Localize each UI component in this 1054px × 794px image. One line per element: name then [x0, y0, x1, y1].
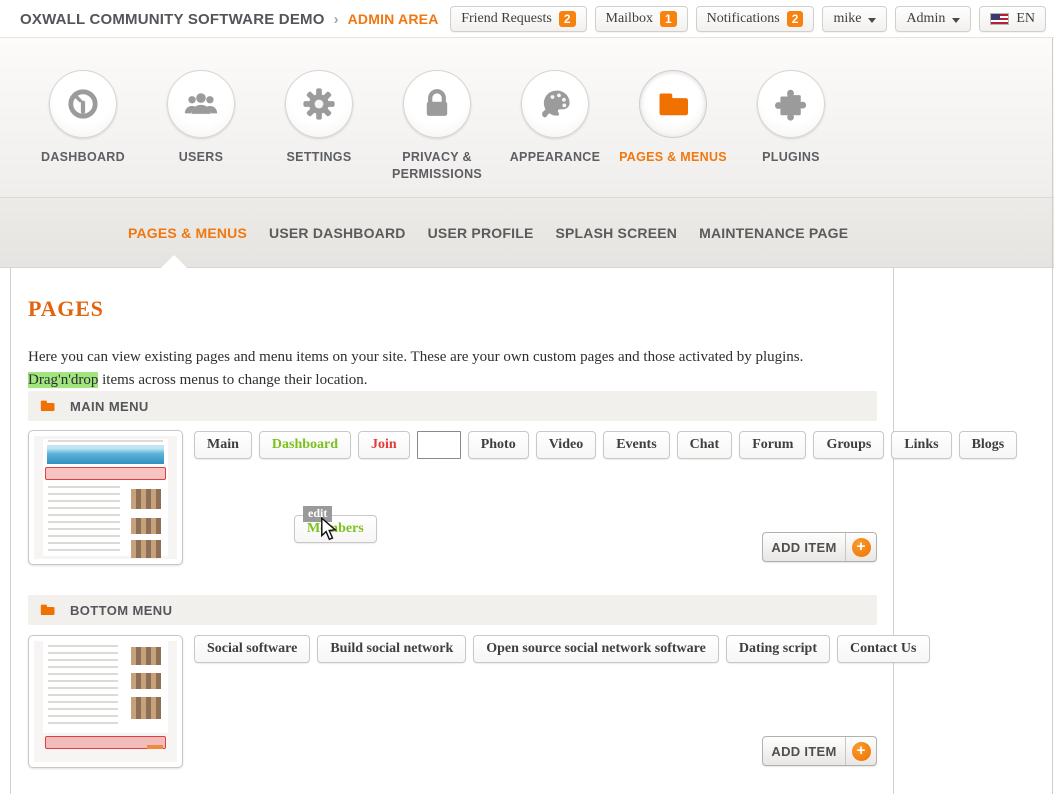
language-label: EN	[1016, 11, 1035, 26]
main-menu-section-header: MAIN MENU	[28, 391, 877, 421]
mouse-cursor-icon	[321, 517, 337, 541]
menu-item-build-social-network[interactable]: Build social network	[317, 635, 467, 663]
active-tab-caret	[161, 255, 187, 268]
menu-item-dating-script[interactable]: Dating script	[725, 635, 830, 663]
menu-item-groups[interactable]: Groups	[813, 431, 885, 459]
breadcrumb: OXWALL COMMUNITY SOFTWARE DEMO › ADMIN A…	[20, 0, 439, 38]
main-menu-items-row: Main Dashboard Join Photo Video Events C…	[194, 431, 1018, 459]
nav-item-plugins[interactable]: PLUGINS	[732, 70, 850, 183]
edit-tag[interactable]: edit	[303, 506, 333, 522]
section-title: BOTTOM MENU	[70, 602, 173, 618]
top-header-bar: OXWALL COMMUNITY SOFTWARE DEMO › ADMIN A…	[0, 0, 1054, 38]
gear-icon	[285, 70, 353, 138]
user-menu-button[interactable]: mike	[822, 6, 888, 32]
tab-splash-screen[interactable]: SPLASH SCREEN	[555, 225, 678, 241]
breadcrumb-chevron-icon: ›	[333, 10, 339, 28]
nav-item-users[interactable]: USERS	[142, 70, 260, 183]
nav-item-dashboard[interactable]: DASHBOARD	[24, 70, 142, 183]
admin-area-link[interactable]: ADMIN AREA	[347, 11, 439, 27]
tab-user-dashboard[interactable]: USER DASHBOARD	[269, 225, 406, 241]
friend-requests-badge: 2	[558, 11, 576, 27]
mailbox-label: Mailbox	[605, 11, 653, 26]
language-button[interactable]: EN	[979, 6, 1046, 32]
content-left-border	[10, 268, 11, 794]
menu-item-dashboard[interactable]: Dashboard	[258, 431, 352, 459]
notifications-badge: 2	[786, 11, 804, 27]
main-menu-preview-thumbnail	[28, 430, 183, 565]
chevron-down-icon	[868, 17, 877, 23]
palette-icon	[521, 70, 589, 138]
mailbox-badge: 1	[659, 11, 677, 27]
users-icon	[167, 70, 235, 138]
highlighted-menu-area	[45, 467, 166, 480]
menu-item-blogs[interactable]: Blogs	[958, 431, 1018, 459]
notifications-label: Notifications	[706, 11, 780, 26]
bottom-menu-items-row: Social software Build social network Ope…	[194, 635, 930, 663]
gauge-icon	[49, 70, 117, 138]
menu-item-join[interactable]: Join	[358, 431, 410, 459]
mailbox-button[interactable]: Mailbox 1	[594, 6, 688, 32]
bottom-menu-preview-thumbnail	[28, 635, 183, 768]
friend-requests-button[interactable]: Friend Requests 2	[450, 6, 587, 32]
admin-menu-label: Admin	[906, 11, 946, 26]
content-panel: PAGES Here you can view existing pages a…	[0, 268, 1054, 794]
highlighted-menu-area	[45, 736, 166, 749]
puzzle-icon	[757, 70, 825, 138]
console-toolbar: Friend Requests 2 Mailbox 1 Notification…	[450, 6, 1046, 32]
notifications-button[interactable]: Notifications 2	[695, 6, 815, 32]
nav-item-settings[interactable]: SETTINGS	[260, 70, 378, 183]
menu-item-open-source[interactable]: Open source social network software	[473, 635, 719, 663]
folder-icon	[40, 604, 55, 616]
nav-item-privacy[interactable]: PRIVACY & PERMISSIONS	[378, 70, 496, 183]
menu-item-chat[interactable]: Chat	[676, 431, 733, 459]
tab-maintenance-page[interactable]: MAINTENANCE PAGE	[699, 225, 849, 241]
menu-item-video[interactable]: Video	[535, 431, 597, 459]
plus-icon: +	[851, 741, 871, 761]
folder-icon	[639, 70, 707, 138]
nav-item-appearance[interactable]: APPEARANCE	[496, 70, 614, 183]
drag-placeholder-slot[interactable]	[416, 431, 461, 459]
menu-item-photo[interactable]: Photo	[467, 431, 529, 459]
page-title: PAGES	[28, 296, 104, 321]
tab-pages-menus[interactable]: PAGES & MENUS	[128, 225, 248, 241]
folder-icon	[40, 400, 55, 412]
chevron-down-icon	[952, 17, 961, 23]
menu-item-social-software[interactable]: Social software	[194, 635, 311, 663]
menu-item-forum[interactable]: Forum	[739, 431, 807, 459]
site-title[interactable]: OXWALL COMMUNITY SOFTWARE DEMO	[20, 10, 325, 28]
menu-item-events[interactable]: Events	[603, 431, 670, 459]
plus-icon: +	[851, 537, 871, 557]
pages-menus-subnav: PAGES & MENUS USER DASHBOARD USER PROFIL…	[0, 198, 1054, 268]
section-title: MAIN MENU	[70, 398, 149, 414]
bottom-menu-section-header: BOTTOM MENU	[28, 595, 877, 625]
menu-item-contact-us[interactable]: Contact Us	[837, 635, 930, 663]
user-menu-label: mike	[833, 11, 862, 26]
lock-icon	[403, 70, 471, 138]
page-right-edge-border	[1052, 38, 1053, 794]
add-item-button-bottom[interactable]: ADD ITEM +	[762, 736, 877, 766]
admin-menu-button[interactable]: Admin	[895, 6, 972, 32]
add-item-button-main[interactable]: ADD ITEM +	[762, 532, 877, 562]
friend-requests-label: Friend Requests	[461, 11, 552, 26]
content-right-border	[893, 268, 894, 794]
tab-user-profile[interactable]: USER PROFILE	[427, 225, 534, 241]
highlighted-term: Drag'n'drop	[28, 372, 99, 389]
admin-main-nav: DASHBOARD USERS	[0, 38, 1054, 198]
nav-item-pages-menus[interactable]: PAGES & MENUS	[614, 70, 732, 183]
page-description: Here you can view existing pages and men…	[28, 349, 804, 389]
menu-item-main[interactable]: Main	[194, 431, 252, 459]
menu-item-links[interactable]: Links	[891, 431, 952, 459]
us-flag-icon	[990, 13, 1010, 25]
